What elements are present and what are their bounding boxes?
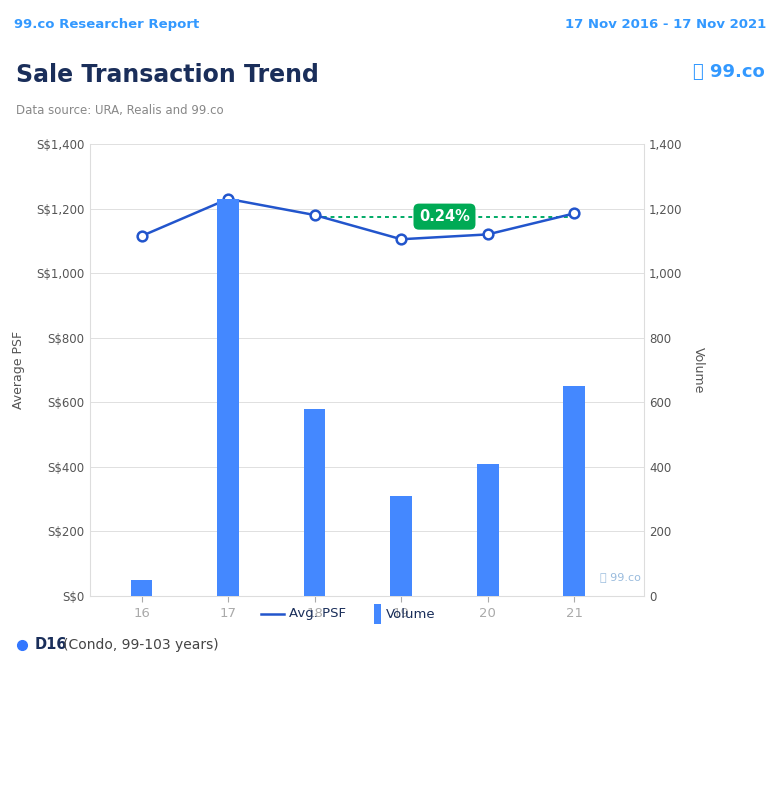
Text: Avg. PSF: Avg. PSF [289, 607, 346, 621]
Bar [131, 580, 152, 596]
Bar [391, 496, 412, 596]
Text: 17 Nov 2016 - 17 Nov 2021: 17 Nov 2016 - 17 Nov 2021 [565, 18, 766, 31]
Text: 99.co Researcher Report: 99.co Researcher Report [14, 18, 200, 31]
Y-axis label: Average PSF: Average PSF [12, 331, 25, 409]
Bar [477, 464, 498, 596]
Text: (Condo, 99-103 years): (Condo, 99-103 years) [62, 638, 218, 652]
Text: Data source: URA, Realis and 99.co: Data source: URA, Realis and 99.co [16, 104, 223, 117]
Text: D16: D16 [34, 638, 67, 652]
Bar [374, 604, 381, 624]
Bar [304, 409, 325, 596]
Text: 0.24%: 0.24% [419, 209, 470, 224]
Y-axis label: Volume: Volume [692, 347, 705, 393]
Text: Volume: Volume [386, 607, 435, 621]
Text: ⦿ 99.co: ⦿ 99.co [693, 62, 764, 81]
Bar [563, 386, 585, 596]
Bar [218, 199, 239, 596]
Text: ⦿ 99.co: ⦿ 99.co [600, 573, 640, 582]
Text: Sale Transaction Trend: Sale Transaction Trend [16, 62, 318, 86]
